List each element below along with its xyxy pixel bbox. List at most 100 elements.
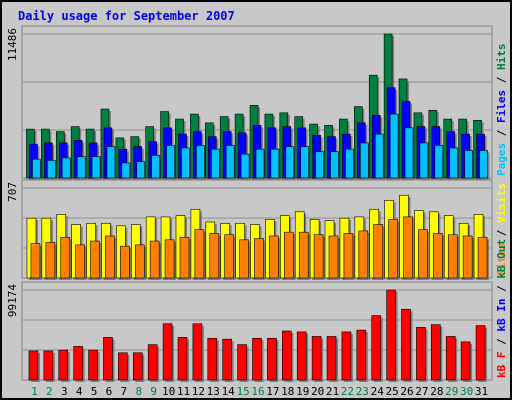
bar-pages-day-3 <box>61 157 73 180</box>
legend-item-kb-in: kB In <box>495 299 508 332</box>
panel-middle-ymax-label: 707 <box>6 182 19 202</box>
bar-pages-day-17 <box>270 148 281 180</box>
panel-bottom-ymax-label: 99174 <box>6 284 19 317</box>
bar-sites-day-3 <box>60 236 72 280</box>
x-tick-label-day-26: 26 <box>400 385 413 398</box>
x-tick-label-day-21: 21 <box>326 385 339 398</box>
x-tick-label-day-17: 17 <box>266 385 279 398</box>
bar-pages-day-28-body <box>434 145 444 179</box>
bar-sites-day-6 <box>105 235 117 280</box>
bar-pages-day-14-body <box>225 145 235 179</box>
bar-sites-day-3-body <box>60 236 71 279</box>
bar-kb-f-day-21 <box>326 336 339 382</box>
x-tick-label-day-29: 29 <box>445 385 458 398</box>
bar-kb-f-day-3 <box>58 349 70 382</box>
x-tick-label-day-28: 28 <box>430 385 443 398</box>
bar-sites-day-9 <box>149 240 162 280</box>
legend-item-pages: Pages <box>495 143 508 176</box>
x-tick-label-day-2: 2 <box>46 385 53 398</box>
panel-middle-legend: Sites / Visits <box>495 183 508 276</box>
bar-pages-day-20-body <box>315 151 324 179</box>
x-tick-label-day-16: 16 <box>251 385 264 398</box>
bar-kb-f-day-8-body <box>132 352 143 381</box>
bar-sites-day-2 <box>45 242 57 280</box>
bar-pages-day-4-body <box>76 156 86 179</box>
x-tick-label-day-15: 15 <box>236 385 249 398</box>
bar-sites-day-6-body <box>105 235 115 279</box>
x-tick-label-day-8: 8 <box>135 385 142 398</box>
bar-pages-day-16-body <box>255 148 265 179</box>
bar-kb-f-day-21-body <box>326 336 337 381</box>
legend-item-sites: Sites <box>495 243 508 276</box>
bar-pages-day-6-body <box>106 146 116 179</box>
bar-kb-f-day-26-body <box>401 308 411 381</box>
x-tick-label-day-9: 9 <box>150 385 157 398</box>
bar-pages-day-21 <box>330 151 341 180</box>
bar-sites-day-21-body <box>328 235 339 279</box>
bar-kb-f-day-28-body <box>431 324 441 381</box>
x-tick-label-day-18: 18 <box>281 385 294 398</box>
bar-pages-day-26-body <box>404 127 414 179</box>
bar-sites-day-5-body <box>90 240 100 279</box>
legend-item-visits: Visits <box>495 183 508 223</box>
bar-sites-day-13-body <box>209 233 220 279</box>
bar-sites-day-12-body <box>194 229 205 279</box>
bar-sites-day-14-body <box>224 234 234 279</box>
bar-sites-day-23 <box>358 230 370 280</box>
bar-sites-day-7 <box>120 245 132 280</box>
bar-sites-day-19 <box>298 231 311 280</box>
bar-sites-day-11 <box>179 236 191 280</box>
bar-pages-day-20 <box>315 151 326 180</box>
x-tick-label-day-13: 13 <box>207 385 220 398</box>
bar-sites-day-14 <box>224 234 236 280</box>
bar-kb-f-day-30 <box>460 341 473 382</box>
bar-pages-day-14 <box>225 145 237 180</box>
x-tick-label-day-5: 5 <box>91 385 98 398</box>
legend-item-files: Files <box>495 90 508 123</box>
bar-pages-day-8-body <box>136 161 146 179</box>
bar-kb-f-day-25-body <box>386 289 396 381</box>
bar-kb-f-day-6-body <box>103 337 113 381</box>
bar-sites-day-11-body <box>179 236 190 279</box>
bar-pages-day-15 <box>240 153 252 180</box>
bar-pages-day-10-body <box>166 145 175 179</box>
bar-kb-f-day-1-body <box>28 350 39 381</box>
bar-kb-f-day-19-body <box>296 331 307 381</box>
bar-sites-day-30-body <box>462 235 473 279</box>
bar-sites-day-17-body <box>269 235 279 279</box>
bar-pages-day-31 <box>479 150 490 180</box>
bar-kb-f-day-1 <box>28 350 40 382</box>
legend-separator: / <box>495 223 508 243</box>
bar-kb-f-day-22-body <box>341 331 352 381</box>
bar-sites-day-5 <box>90 240 102 280</box>
bar-kb-f-day-5 <box>88 349 100 382</box>
bar-sites-day-19-body <box>298 231 309 279</box>
bar-sites-day-31 <box>477 236 490 280</box>
bar-kb-f-day-11 <box>177 337 189 382</box>
x-tick-label-day-14: 14 <box>222 385 236 398</box>
bar-sites-day-17 <box>269 235 281 280</box>
bar-sites-day-15 <box>239 239 251 280</box>
x-tick-label-day-27: 27 <box>415 385 428 398</box>
bar-kb-f-day-3-body <box>58 349 69 381</box>
bar-kb-f-day-9 <box>147 344 160 382</box>
bar-pages-day-31-body <box>479 150 488 179</box>
chart-title: Daily usage for September 2007 <box>18 9 235 23</box>
bar-kb-f-day-23-body <box>356 329 367 381</box>
bar-kb-f-day-9-body <box>147 344 158 381</box>
bar-sites-day-28 <box>433 233 445 280</box>
x-tick-label-day-20: 20 <box>311 385 324 398</box>
bar-sites-day-8-body <box>134 244 145 279</box>
bar-sites-day-4 <box>75 244 87 280</box>
panel-bottom-legend: kB F / kB In / kB Out <box>495 239 508 378</box>
bar-kb-f-day-17-body <box>267 337 277 381</box>
bar-pages-day-23-body <box>360 142 369 179</box>
legend-separator: / <box>495 279 508 299</box>
bar-pages-day-25-body <box>389 113 399 179</box>
bar-kb-f-day-29 <box>445 336 458 382</box>
bar-pages-day-27 <box>419 142 430 180</box>
bar-kb-f-day-12 <box>192 323 204 382</box>
bar-sites-day-29 <box>447 234 460 280</box>
bar-kb-f-day-31-body <box>475 325 486 381</box>
